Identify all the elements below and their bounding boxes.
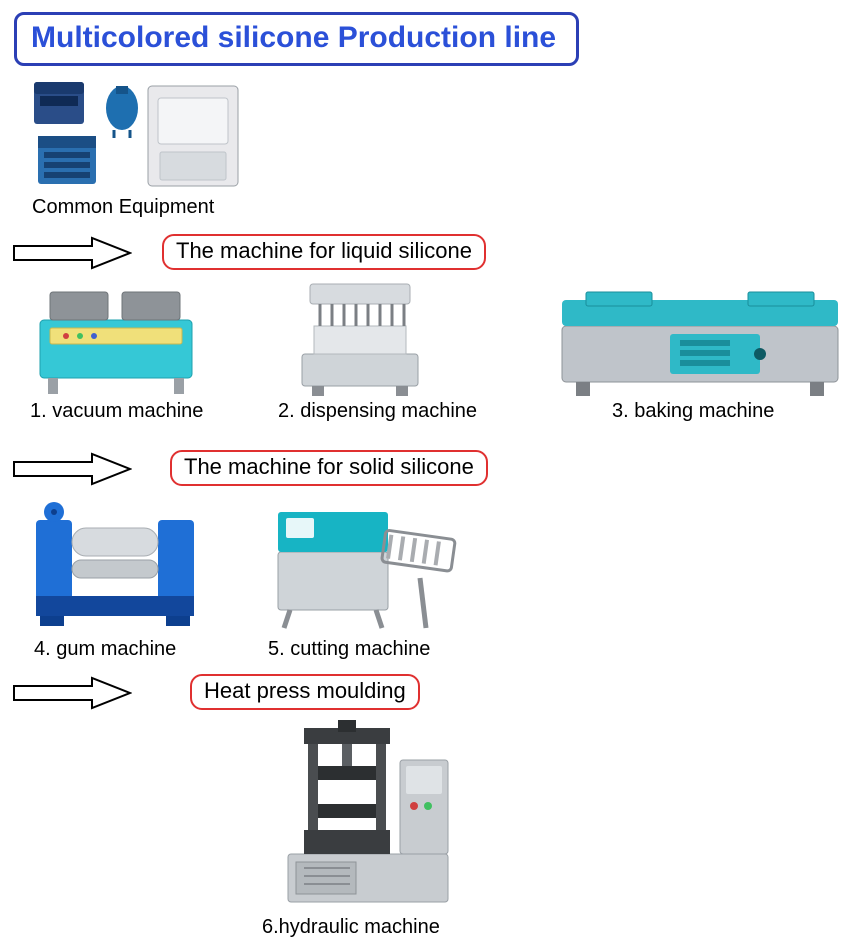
caption-vacuum: 1. vacuum machine <box>30 400 203 423</box>
section-heatpress: Heat press moulding <box>190 674 420 710</box>
section-liquid: The machine for liquid silicone <box>162 234 486 270</box>
machine-hydraulic <box>280 720 460 910</box>
caption-cutting: 5. cutting machine <box>268 638 430 661</box>
arrow-icon <box>12 452 132 486</box>
machine-gum <box>30 500 200 630</box>
machine-dispensing <box>290 276 430 396</box>
machine-cutting <box>270 500 460 630</box>
caption-baking: 3. baking machine <box>612 400 774 423</box>
section-solid: The machine for solid silicone <box>170 450 488 486</box>
machine-vacuum <box>36 286 196 396</box>
arrow-icon <box>12 676 132 710</box>
machine-common-equipment <box>30 80 240 190</box>
machine-baking <box>560 290 840 398</box>
caption-common: Common Equipment <box>32 196 214 219</box>
arrow-icon <box>12 236 132 270</box>
page-title: Multicolored silicone Production line <box>14 12 579 66</box>
caption-hydraulic: 6.hydraulic machine <box>262 916 440 939</box>
caption-dispensing: 2. dispensing machine <box>278 400 477 423</box>
caption-gum: 4. gum machine <box>34 638 176 661</box>
